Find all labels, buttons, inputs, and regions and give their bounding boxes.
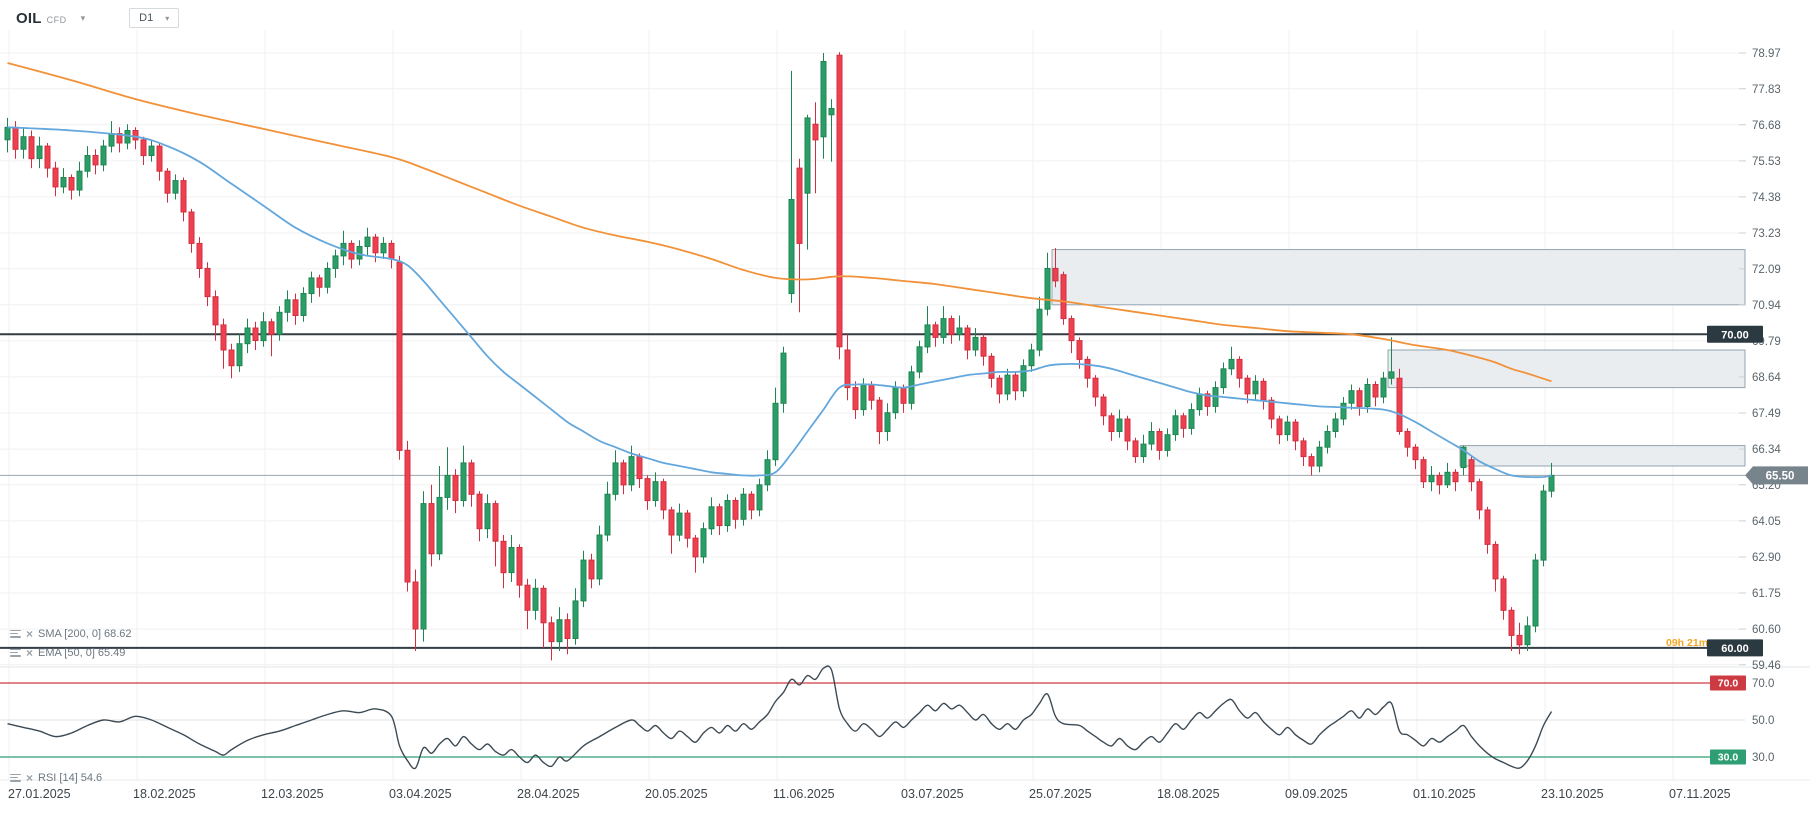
date-tick-label: 25.07.2025 [1029,787,1092,801]
price-tick-label: 60.60 [1752,624,1781,636]
price-tick-label: 76.68 [1752,120,1781,132]
svg-text:60.00: 60.00 [1721,643,1749,655]
indicator-label: SMA [200, 0] 68.62 [38,627,132,640]
svg-text:65.50: 65.50 [1766,470,1795,482]
time-axis[interactable]: 27.01.2025 18.02.2025 12.03.2025 03.04.2025… [8,787,1731,801]
indicator-settings-icon[interactable] [10,648,21,657]
price-tick-label: 74.38 [1752,192,1781,204]
price-tick-label: 59.46 [1752,660,1781,672]
date-tick-label: 28.04.2025 [517,787,580,801]
candlestick-series[interactable] [4,52,1555,661]
price-tick-label: 70.94 [1752,300,1781,312]
date-tick-label: 09.09.2025 [1285,787,1348,801]
supply-zones[interactable] [1051,249,1746,467]
price-tick-label: 72.09 [1752,264,1781,276]
price-tick-label: 64.05 [1752,516,1781,528]
rsi-tick-label: 50.0 [1752,715,1774,727]
indicator-close-icon[interactable]: × [26,626,34,641]
price-tick-label: 66.34 [1752,444,1781,456]
indicator-label: EMA [50, 0] 65.49 [38,646,126,659]
svg-text:70.0: 70.0 [1718,678,1739,690]
indicator-settings-icon[interactable] [10,629,21,638]
price-tick-label: 67.49 [1752,408,1781,420]
chart-toolbar: OIL CFD ▾ D1 ▾ [16,8,180,28]
date-tick-label: 18.08.2025 [1157,787,1220,801]
grid-lines [0,30,1745,780]
price-level-badge: 70.00 [1707,325,1763,343]
rsi-tick-label: 30.0 [1752,752,1774,764]
date-tick-label: 20.05.2025 [645,787,708,801]
indicator-legend-ema: × EMA [50, 0] 65.49 [10,646,125,659]
indicator-close-icon[interactable]: × [26,770,34,785]
date-tick-label: 01.10.2025 [1413,787,1476,801]
indicator-close-icon[interactable]: × [26,645,34,660]
timeframe-value: D1 [139,12,154,24]
sma200-line[interactable] [7,62,1552,383]
price-tick-label: 77.83 [1752,84,1781,96]
rsi-axis[interactable]: 70.0 50.0 30.0 [1752,678,1774,764]
symbol-dropdown-caret[interactable]: ▾ [80,12,86,23]
current-price-badge: 65.50 [1745,466,1808,485]
date-tick-label: 11.06.2025 [773,787,835,801]
price-axis[interactable]: 78.97 77.83 76.68 75.53 74.38 73.23 72.09 70.94… [1739,48,1781,672]
price-level-badge: 60.00 [1707,639,1763,657]
timeframe-select[interactable]: D1 ▾ [129,8,180,28]
supply-zone [1459,445,1746,467]
rsi-level-badge: 30.0 [1710,749,1746,765]
indicator-settings-icon[interactable] [10,773,21,782]
rsi-pane[interactable] [0,665,1745,770]
date-tick-label: 03.07.2025 [901,787,964,801]
indicator-legend-rsi: × RSI [14] 54.6 [10,771,102,784]
instrument-type-label: CFD [46,14,67,25]
rsi-level-badge: 70.0 [1710,675,1746,691]
symbol-name[interactable]: OIL [16,9,42,27]
rsi-tick-label: 70.0 [1752,678,1774,690]
timeframe-caret-icon: ▾ [165,13,170,23]
svg-text:30.0: 30.0 [1718,752,1739,764]
date-tick-label: 03.04.2025 [389,787,452,801]
date-tick-label: 12.03.2025 [261,787,324,801]
supply-zone [1051,249,1746,306]
candle-countdown: 09h 21m [1666,637,1708,649]
date-tick-label: 27.01.2025 [8,787,71,801]
price-tick-label: 75.53 [1752,156,1781,168]
price-tick-label: 68.64 [1752,372,1781,384]
price-tick-label: 61.75 [1752,588,1781,600]
price-tick-label: 73.23 [1752,228,1781,240]
supply-zone [1387,349,1746,389]
date-tick-label: 18.02.2025 [133,787,196,801]
price-tick-label: 62.90 [1752,552,1781,564]
date-tick-label: 23.10.2025 [1541,787,1604,801]
ema50-line[interactable] [7,126,1552,479]
indicator-legend-sma: × SMA [200, 0] 68.62 [10,627,132,640]
price-tick-label: 78.97 [1752,48,1781,60]
indicator-label: RSI [14] 54.6 [38,771,103,784]
date-tick-label: 07.11.2025 [1669,787,1731,801]
svg-text:70.00: 70.00 [1721,329,1749,341]
rsi-line [7,665,1553,770]
